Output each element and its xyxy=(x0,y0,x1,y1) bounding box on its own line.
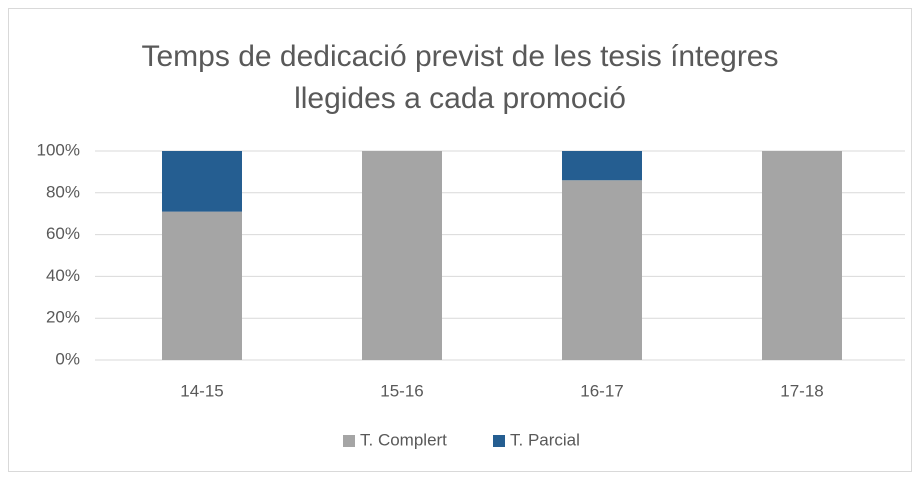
legend-label: T. Parcial xyxy=(510,430,580,449)
chart-border xyxy=(8,8,912,472)
bar-segment xyxy=(162,151,242,212)
bar-segment xyxy=(362,151,442,360)
chart-title: llegides a cada promoció xyxy=(294,82,626,115)
y-tick-label: 0% xyxy=(55,349,80,368)
y-tick-label: 40% xyxy=(46,266,80,285)
x-tick-label: 14-15 xyxy=(180,381,223,400)
y-tick-label: 60% xyxy=(46,224,80,243)
bar-segment xyxy=(562,151,642,181)
chart-title: Temps de dedicació previst de les tesis … xyxy=(142,40,779,73)
bar-segment xyxy=(162,211,242,360)
legend-label: T. Complert xyxy=(360,430,447,449)
x-tick-label: 17-18 xyxy=(780,381,823,400)
y-tick-label: 100% xyxy=(37,140,80,159)
y-tick-label: 20% xyxy=(46,308,80,327)
legend-swatch xyxy=(343,435,355,447)
bar-segment xyxy=(562,180,642,360)
x-tick-label: 15-16 xyxy=(380,381,423,400)
x-tick-label: 16-17 xyxy=(580,381,623,400)
bar-segment xyxy=(762,151,842,360)
y-tick-label: 80% xyxy=(46,182,80,201)
legend-swatch xyxy=(493,435,505,447)
